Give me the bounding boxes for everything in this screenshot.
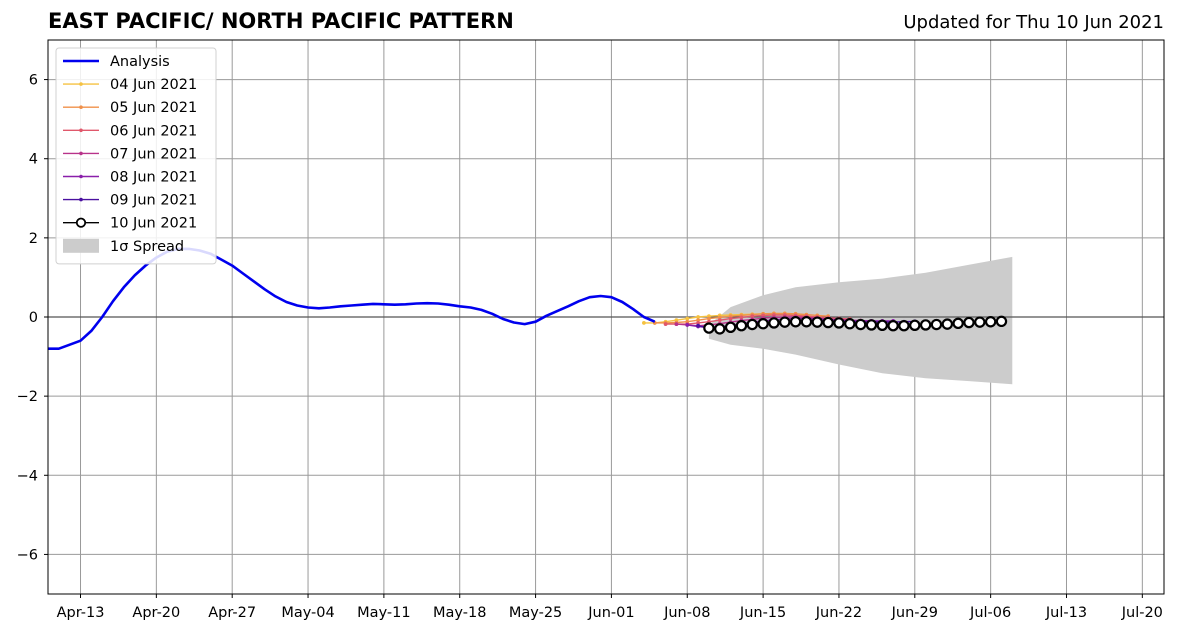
forecast-point: [739, 315, 744, 320]
legend-label: 06 Jun 2021: [110, 123, 197, 139]
forecast-point: [984, 316, 997, 328]
forecast-point: [674, 322, 679, 327]
legend-label: 1σ Spread: [110, 239, 184, 255]
forecast-point: [919, 319, 932, 331]
axis-ticks: Apr-13 Apr-20 Apr-27 May-04 May-11 May-18 May-…: [17, 73, 1163, 621]
forecast-point: [909, 319, 921, 332]
legend-label: 04 Jun 2021: [110, 77, 197, 93]
legend: Analysis 04 Jun 2021 05 Jun 2021 06 Jun 202…: [55, 47, 217, 265]
legend-marker: [75, 217, 87, 228]
x-tick-label: Jul-20: [1121, 605, 1163, 621]
legend-label: 10 Jun 2021: [110, 216, 197, 232]
y-tick-label: 4: [29, 152, 38, 168]
chart-title: EAST PACIFIC/ NORTH PACIFIC PATTERN: [48, 9, 514, 33]
legend-marker: [79, 82, 83, 86]
forecast-point: [707, 316, 711, 321]
x-tick-label: Jun-08: [663, 605, 710, 621]
forecast-point: [941, 318, 954, 330]
y-tick-label: −2: [17, 389, 38, 405]
forecast-point: [714, 323, 726, 335]
forecast-point: [735, 320, 748, 332]
x-tick-label: Jun-22: [815, 605, 862, 621]
y-tick-label: 2: [29, 231, 38, 247]
legend-label: 07 Jun 2021: [110, 146, 197, 162]
forecast-point: [746, 318, 758, 331]
forecast-point: [663, 322, 668, 327]
forecast-point: [844, 318, 856, 330]
x-tick-label: May-04: [281, 605, 334, 621]
forecast-point: [876, 319, 888, 332]
forecast-point: [789, 316, 802, 328]
forecast-point: [865, 319, 878, 331]
legend-marker: [79, 197, 83, 202]
x-tick-label: Apr-13: [57, 605, 105, 621]
legend-marker: [79, 151, 83, 156]
legend-swatch: [63, 238, 99, 253]
forecast-point: [930, 318, 943, 331]
y-tick-label: 0: [29, 310, 38, 326]
forecast-point: [833, 317, 845, 329]
forecast-point: [952, 317, 964, 330]
legend-marker: [79, 128, 83, 133]
legend-label: 05 Jun 2021: [110, 100, 197, 116]
forecast-point: [685, 323, 690, 327]
forecast-point: [768, 317, 780, 329]
forecast-point: [696, 315, 700, 319]
forecast-point: [717, 318, 722, 323]
x-tick-label: Jul-13: [1045, 605, 1087, 621]
y-tick-label: 6: [29, 73, 38, 89]
forecast-point: [757, 318, 769, 330]
forecast-point: [685, 316, 690, 321]
y-tick-label: −4: [17, 468, 38, 484]
x-tick-label: Jul-06: [969, 605, 1011, 621]
forecast-point: [703, 322, 715, 334]
x-tick-label: May-11: [357, 605, 410, 621]
legend-label: Analysis: [110, 54, 170, 70]
x-tick-label: Apr-20: [132, 605, 180, 621]
forecast-point: [811, 316, 823, 328]
forecast-point: [724, 321, 737, 333]
forecast-point: [995, 315, 1008, 328]
x-tick-label: May-18: [433, 605, 486, 621]
forecast-point: [750, 314, 755, 319]
forecast-point: [963, 316, 975, 329]
x-tick-label: May-25: [509, 605, 562, 621]
y-tick-label: −6: [17, 547, 38, 563]
forecast-point: [779, 316, 791, 328]
forecast-point: [854, 318, 867, 331]
legend-marker: [79, 105, 83, 109]
legend-marker: [79, 174, 83, 179]
x-tick-label: Jun-29: [891, 605, 938, 621]
forecast-point: [974, 316, 986, 328]
forecast-point: [728, 316, 733, 321]
forecast-point: [800, 316, 813, 328]
forecast-point: [887, 320, 899, 332]
legend-label: 09 Jun 2021: [110, 193, 197, 209]
updated-date: Updated for Thu 10 Jun 2021: [903, 12, 1164, 33]
x-tick-label: Jun-01: [587, 605, 634, 621]
x-tick-label: Apr-27: [208, 605, 256, 621]
legend-label: 08 Jun 2021: [110, 170, 197, 186]
forecast-point: [696, 323, 700, 328]
forecast-point: [642, 321, 646, 325]
x-tick-label: Jun-15: [739, 605, 786, 621]
forecast-point: [822, 316, 834, 329]
legend-box: [55, 47, 217, 265]
forecast-point: [898, 320, 910, 332]
forecast-markers: [703, 315, 1008, 335]
